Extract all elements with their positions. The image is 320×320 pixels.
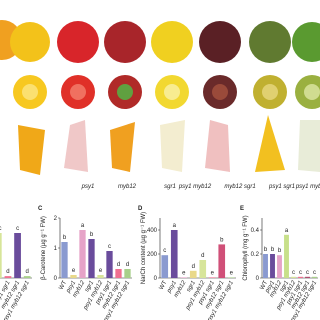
significance-letter: c [108,244,111,250]
significance-letter: d [201,253,204,259]
significance-letter: c [313,270,316,276]
bar [180,277,188,278]
y-tick-label: 0 [54,276,58,282]
significance-letter: b [271,247,275,253]
y-tick-label: 0.2 [251,252,260,258]
significance-letter: d [192,264,195,270]
bar [0,233,2,278]
bar [106,251,113,278]
panel-letter: E [240,206,244,212]
significance-letter: e [182,270,186,276]
significance-letter: d [6,269,9,275]
y-axis-label: Chlorophyll (mg g⁻¹ FW) [243,215,249,280]
bar [23,276,31,278]
bar [79,230,86,278]
significance-letter: e [99,268,103,274]
genotype-label: sgr1 [164,184,176,190]
bar [161,255,169,278]
bar [312,276,317,278]
x-tick-label: WT [159,280,169,291]
significance-letter: c [163,248,166,254]
bar [97,275,104,278]
significance-letter: a [285,228,289,234]
significance-letter: b [90,232,94,238]
y-tick-label: 1 [54,246,58,252]
genotype-label: myb12 sgr1 [224,184,255,190]
bar [218,244,226,278]
significance-letter: d [26,269,29,275]
bar [284,234,289,278]
significance-letter: b [220,237,224,243]
significance-letter: b [264,247,268,253]
significance-letter: b [278,248,282,254]
bar [227,277,235,278]
significance-letter: c [299,270,302,276]
x-tick-label: WT [58,280,68,291]
significance-letter: e [72,268,76,274]
y-tick-label: 2 [54,216,58,222]
bar [305,276,310,278]
significance-letter: b [63,235,67,241]
x-tick-label: sgr1 [84,280,95,293]
bar [208,277,216,278]
significance-letter: bc [0,226,1,232]
bar [88,239,95,278]
genotype-label: psy1 sgr1 [268,184,295,190]
significance-letter: c [292,270,295,276]
bar [70,275,77,278]
panel-letter: D [138,206,143,212]
y-axis-label: NarCh content (µg g⁻¹ FW) [141,212,147,284]
significance-letter: d [126,262,129,268]
significance-letter: a [173,223,177,229]
y-tick-label: 0.4 [251,228,260,234]
bar [263,254,268,278]
genotype-label: myb12 [118,184,137,190]
bar [189,270,197,278]
bar [291,276,296,278]
y-tick-label: 0 [154,276,158,282]
significance-letter: e [211,270,215,276]
panel-letter: C [38,206,43,212]
bar [277,255,282,278]
bar [4,276,12,278]
genotype-label: psy1 myb12 [178,184,212,190]
bar [170,230,178,278]
y-tick-label: 0 [256,276,260,282]
tomato-photos [0,20,320,175]
bar [199,260,207,278]
x-tick-label: WT [259,280,269,291]
x-tick-label: sgr1 [279,280,290,293]
bar [298,276,303,278]
significance-letter: a [81,223,85,229]
bar [124,269,131,278]
y-axis-label: β-Carotene (µg g⁻¹ FW) [41,216,47,280]
genotype-label: psy1 myb12 [295,184,320,190]
y-tick-label: 400 [147,228,158,234]
bar [115,269,122,278]
significance-letter: e [230,270,234,276]
x-tick-label: sgr1 [186,280,197,293]
significance-letter: d [117,262,120,268]
significance-letter: c [16,226,19,232]
significance-letter: c [306,270,309,276]
bar [270,254,275,278]
y-tick-label: 200 [147,252,158,258]
bar [61,242,68,278]
genotype-label: psy1 [81,184,95,190]
bar [14,233,21,278]
